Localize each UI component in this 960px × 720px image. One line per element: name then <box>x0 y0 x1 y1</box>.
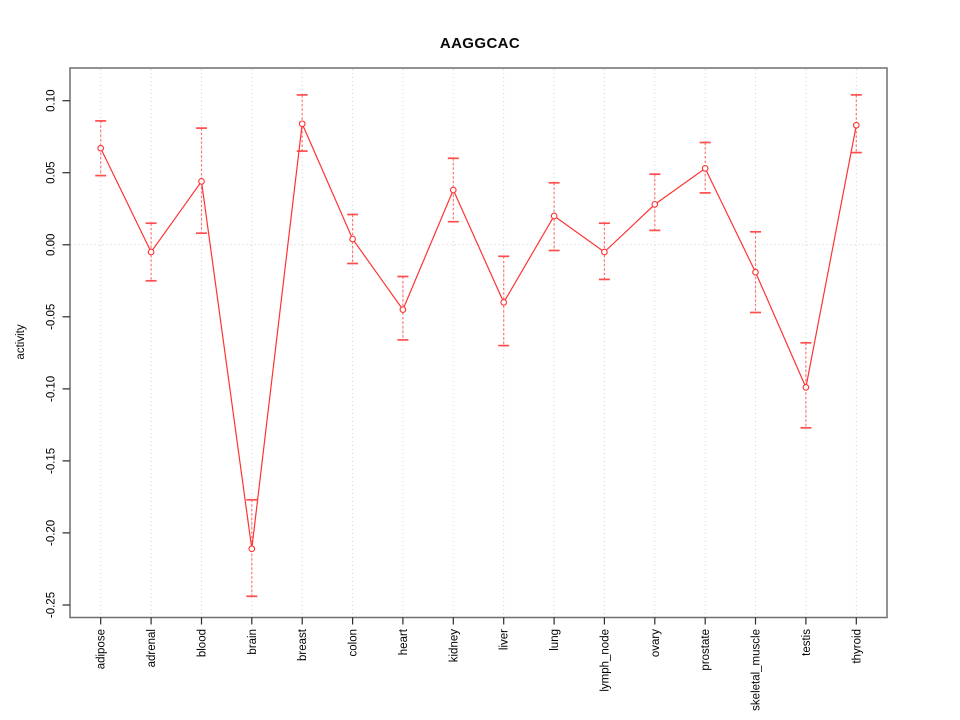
chart-title: AAGGCAC <box>439 35 521 52</box>
x-tick-label: lymph_node <box>599 629 611 692</box>
data-point <box>248 545 256 553</box>
series-line <box>100 121 857 549</box>
plot-frame <box>69 67 888 619</box>
x-tick-label: blood <box>197 629 209 657</box>
y-tick-label: 0.00 <box>46 234 58 256</box>
data-point <box>500 299 508 306</box>
x-tick-label: thyroid <box>851 629 863 664</box>
y-tick-label: -0.20 <box>46 520 58 546</box>
x-tick-label: liver <box>499 629 511 650</box>
x-tick-label: adrenal <box>146 629 158 667</box>
x-tick-label: heart <box>398 628 410 655</box>
data-point <box>550 212 558 220</box>
x-tick-label: prostate <box>700 629 712 671</box>
x-tick-label: ovary <box>650 629 662 657</box>
x-tick-label: breast <box>297 628 309 661</box>
data-point <box>651 201 659 208</box>
data-point <box>802 384 810 391</box>
data-point <box>198 178 205 185</box>
x-tick-label: testis <box>801 629 813 656</box>
data-point <box>147 248 155 256</box>
y-tick-label: -0.10 <box>46 376 58 402</box>
data-point <box>399 306 407 313</box>
data-point <box>701 165 709 172</box>
y-tick-label: -0.25 <box>46 592 58 618</box>
data-point <box>752 268 759 276</box>
x-tick-label: colon <box>348 629 360 657</box>
x-tick-label: lung <box>549 629 561 651</box>
y-tick-label: 0.10 <box>46 90 58 112</box>
y-tick-label: -0.15 <box>46 448 58 474</box>
x-tick-label: adipose <box>96 629 108 669</box>
data-point <box>97 144 105 152</box>
data-point <box>852 121 860 129</box>
y-tick-label: 0.05 <box>46 162 58 184</box>
x-tick-label: skeletal_muscle <box>751 629 763 711</box>
y-tick-label: -0.05 <box>46 304 58 330</box>
data-point <box>601 248 608 256</box>
x-tick-label: kidney <box>448 629 460 662</box>
data-point <box>349 235 356 243</box>
x-tick-label: brain <box>247 629 259 655</box>
data-point <box>449 186 457 194</box>
data-point <box>298 120 306 128</box>
